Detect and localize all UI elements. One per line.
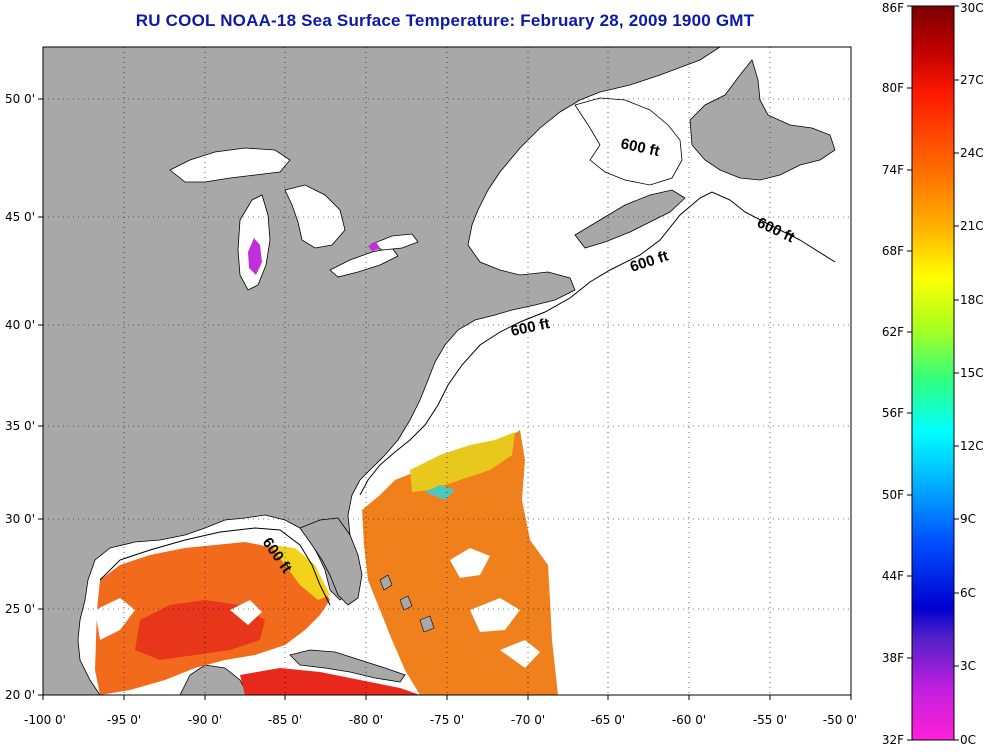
y-tick-label: 40 0'	[5, 318, 35, 332]
colorbar-c-label: 15C	[960, 366, 984, 380]
atlantic-sst-cool-edge	[410, 432, 515, 492]
isobath-600ft-gulf	[99, 527, 331, 606]
x-axis: -100 0' -95 0' -90 0' -85 0' -80 0' -75 …	[24, 695, 857, 727]
x-tick-label: -55 0'	[753, 713, 787, 727]
x-tick-label: -85 0'	[268, 713, 302, 727]
gulf-st-lawrence	[574, 97, 683, 186]
x-tick-label: -60 0'	[672, 713, 706, 727]
x-tick-label: -50 0'	[823, 713, 857, 727]
gulf-cloud	[95, 598, 135, 640]
yucatan-land	[179, 664, 249, 695]
colorbar-c-label: 0C	[960, 733, 976, 747]
gulf-warm-core	[135, 600, 265, 660]
colorbar-f-label: 50F	[882, 488, 904, 502]
x-tick-label: -100 0'	[24, 713, 66, 727]
x-tick-label: -70 0'	[511, 713, 545, 727]
isobath-600ft	[359, 191, 836, 496]
y-tick-label: 30 0'	[5, 512, 35, 526]
colorbar-f-label: 86F	[882, 1, 904, 15]
atlantic-cloud-3	[500, 640, 540, 668]
nova-scotia-land	[574, 189, 686, 249]
map-area	[43, 47, 851, 695]
y-axis: 50 0' 45 0' 40 0' 35 0' 30 0' 25 0' 20 0…	[5, 92, 43, 702]
cuba-land	[289, 649, 406, 683]
colorbar: 86F 80F 74F 68F 62F 56F 50F 44F 38F 32F …	[882, 1, 984, 747]
y-tick-label: 20 0'	[5, 688, 35, 702]
north-america-land	[43, 47, 721, 695]
newfoundland-land	[689, 59, 836, 181]
lake-superior	[169, 147, 291, 183]
colorbar-gradient	[911, 5, 955, 741]
x-tick-label: -95 0'	[107, 713, 141, 727]
lake-ontario-sst	[368, 242, 380, 251]
y-tick-label: 35 0'	[5, 419, 35, 433]
colorbar-f-label: 56F	[882, 406, 904, 420]
colorbar-c-label: 3C	[960, 659, 976, 673]
grid	[43, 47, 851, 695]
x-tick-label: -75 0'	[430, 713, 464, 727]
colorbar-c-label: 30C	[960, 1, 984, 15]
colorbar-f-label: 44F	[882, 569, 904, 583]
map-title: RU COOL NOAA-18 Sea Surface Temperature:…	[135, 11, 755, 30]
colorbar-c-label: 12C	[960, 439, 984, 453]
x-tick-label: -80 0'	[349, 713, 383, 727]
lake-huron	[284, 184, 346, 249]
x-tick-label: -65 0'	[591, 713, 625, 727]
y-tick-label: 25 0'	[5, 602, 35, 616]
gulf-cloud-2	[230, 600, 262, 625]
caribbean-sst	[240, 668, 420, 695]
y-tick-label: 50 0'	[5, 92, 35, 106]
lake-erie	[329, 247, 399, 278]
colorbar-f-label: 74F	[882, 163, 904, 177]
florida-shelf-cool	[270, 545, 330, 600]
colorbar-f-label: 80F	[882, 81, 904, 95]
atlantic-cloud-1	[450, 548, 490, 578]
colorbar-f-label: 68F	[882, 244, 904, 258]
bahamas-islands	[379, 574, 435, 633]
lake-michigan-sst	[248, 238, 262, 275]
florida-land	[299, 517, 363, 606]
colorbar-f-label: 32F	[882, 733, 904, 747]
atlantic-cloud-2	[470, 598, 520, 632]
atlantic-sst-cyan	[425, 485, 455, 500]
colorbar-f-label: 62F	[882, 325, 904, 339]
colorbar-c-label: 21C	[960, 219, 984, 233]
colorbar-c-label: 9C	[960, 512, 976, 526]
colorbar-c-label: 27C	[960, 73, 984, 87]
colorbar-c-label: 24C	[960, 146, 984, 160]
colorbar-f-label: 38F	[882, 651, 904, 665]
y-tick-label: 45 0'	[5, 210, 35, 224]
colorbar-c-label: 6C	[960, 586, 976, 600]
lake-ontario	[371, 233, 419, 251]
colorbar-c-label: 18C	[960, 293, 984, 307]
x-tick-label: -90 0'	[188, 713, 222, 727]
